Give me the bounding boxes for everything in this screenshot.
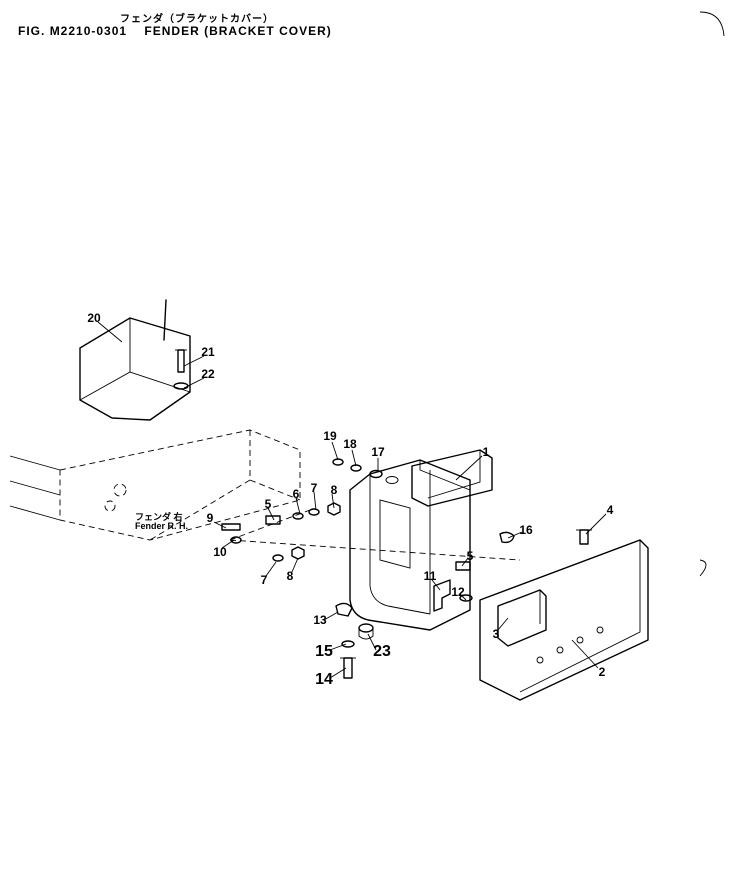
callout-15-23: 15: [315, 643, 333, 661]
parts-right-hardware: [434, 532, 514, 611]
callout-3-19: 3: [493, 627, 500, 641]
callout-16-15: 16: [519, 523, 532, 537]
callout-19-3: 19: [323, 429, 336, 443]
callout-23-24: 23: [373, 643, 391, 661]
callout-18-4: 18: [343, 437, 356, 451]
leader-lines: [98, 322, 606, 678]
callout-6-10: 6: [293, 487, 300, 501]
parts-7-8-lower: [273, 547, 304, 561]
callout-1-6: 1: [483, 445, 490, 459]
callout-9-7: 9: [207, 511, 214, 525]
callout-7-13: 7: [261, 573, 268, 587]
parts-13-15-23-14: [336, 603, 373, 678]
fender-base-plate: [10, 430, 300, 540]
parts-17-18-19: [333, 459, 398, 484]
callout-17-5: 17: [371, 445, 384, 459]
callout-10-8: 10: [213, 545, 226, 559]
part-4-bolt: [576, 530, 592, 544]
callout-21-1: 21: [201, 345, 214, 359]
diagram-canvas: フェンダ（ブラケットカバー） FIG. M2210-0301 FENDER (B…: [0, 0, 743, 876]
callout-2-21: 2: [599, 665, 606, 679]
callout-8-14: 8: [287, 569, 294, 583]
callout-12-18: 12: [451, 585, 464, 599]
callout-5-9: 5: [265, 497, 272, 511]
parts-5-10-left-stack: [222, 503, 340, 543]
callout-11-17: 11: [424, 569, 437, 583]
callout-22-2: 22: [201, 367, 214, 381]
part-3-bracket: [498, 590, 546, 646]
callout-7-11: 7: [311, 481, 318, 495]
exploded-view-svg: [0, 0, 743, 876]
part-22-washer: [174, 383, 188, 389]
callout-8-12: 8: [331, 483, 338, 497]
callout-13-22: 13: [313, 613, 326, 627]
callout-14-25: 14: [315, 671, 333, 689]
callout-20-0: 20: [87, 311, 100, 325]
callout-5-16: 5: [467, 549, 474, 563]
part-1-main-cover: [230, 460, 520, 630]
part-21-bolt: [175, 350, 187, 372]
callout-4-20: 4: [607, 503, 614, 517]
part-2-plate: [480, 540, 648, 700]
